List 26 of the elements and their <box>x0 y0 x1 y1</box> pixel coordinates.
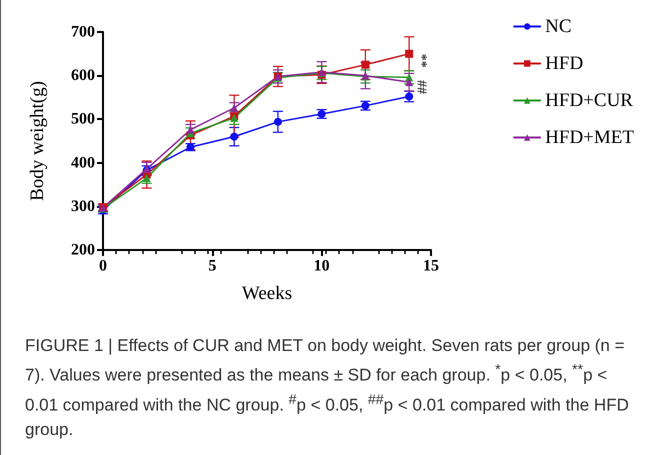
y-tick-label: 200 <box>71 242 95 258</box>
annotation: ** <box>414 54 429 68</box>
point <box>230 132 238 141</box>
point <box>405 78 414 86</box>
legend-label: NC <box>545 16 572 37</box>
y-tick-label: 300 <box>71 198 95 215</box>
point <box>274 118 282 126</box>
x-tick-label: 0 <box>99 258 107 274</box>
y-tick-label: 400 <box>71 154 95 172</box>
point <box>405 92 414 101</box>
y-tick-label: 700 <box>71 24 95 40</box>
point <box>405 50 414 58</box>
x-tick-label: 10 <box>314 258 330 274</box>
text: FIGURE 1 | Effects of CUR and MET on body weight. Seven rats per group (n = 7). Values were presented as the means ± SD for each group. $^{*}$p < 0.05, $^{**}$p < 0.01 compared with the NC group. $^{#}$p < 0.05, $^{##}$p < 0.01 compared with the HFD group. <box>25 336 629 440</box>
legend-label: HFD <box>545 53 584 74</box>
legend-label: HFD+MET <box>545 127 634 148</box>
y-tick-label: 500 <box>71 110 95 128</box>
x-axis-title: Weeks <box>242 283 292 304</box>
point <box>361 60 370 69</box>
x-tick-label: 5 <box>208 258 216 274</box>
y-tick-label: 600 <box>71 67 95 84</box>
point <box>186 143 194 152</box>
annotation: ## <box>414 80 429 94</box>
legend-label: HFD+CUR <box>545 90 634 111</box>
x-tick-label: 15 <box>423 258 439 274</box>
y-axis-title: Body weight(g) <box>27 81 48 201</box>
